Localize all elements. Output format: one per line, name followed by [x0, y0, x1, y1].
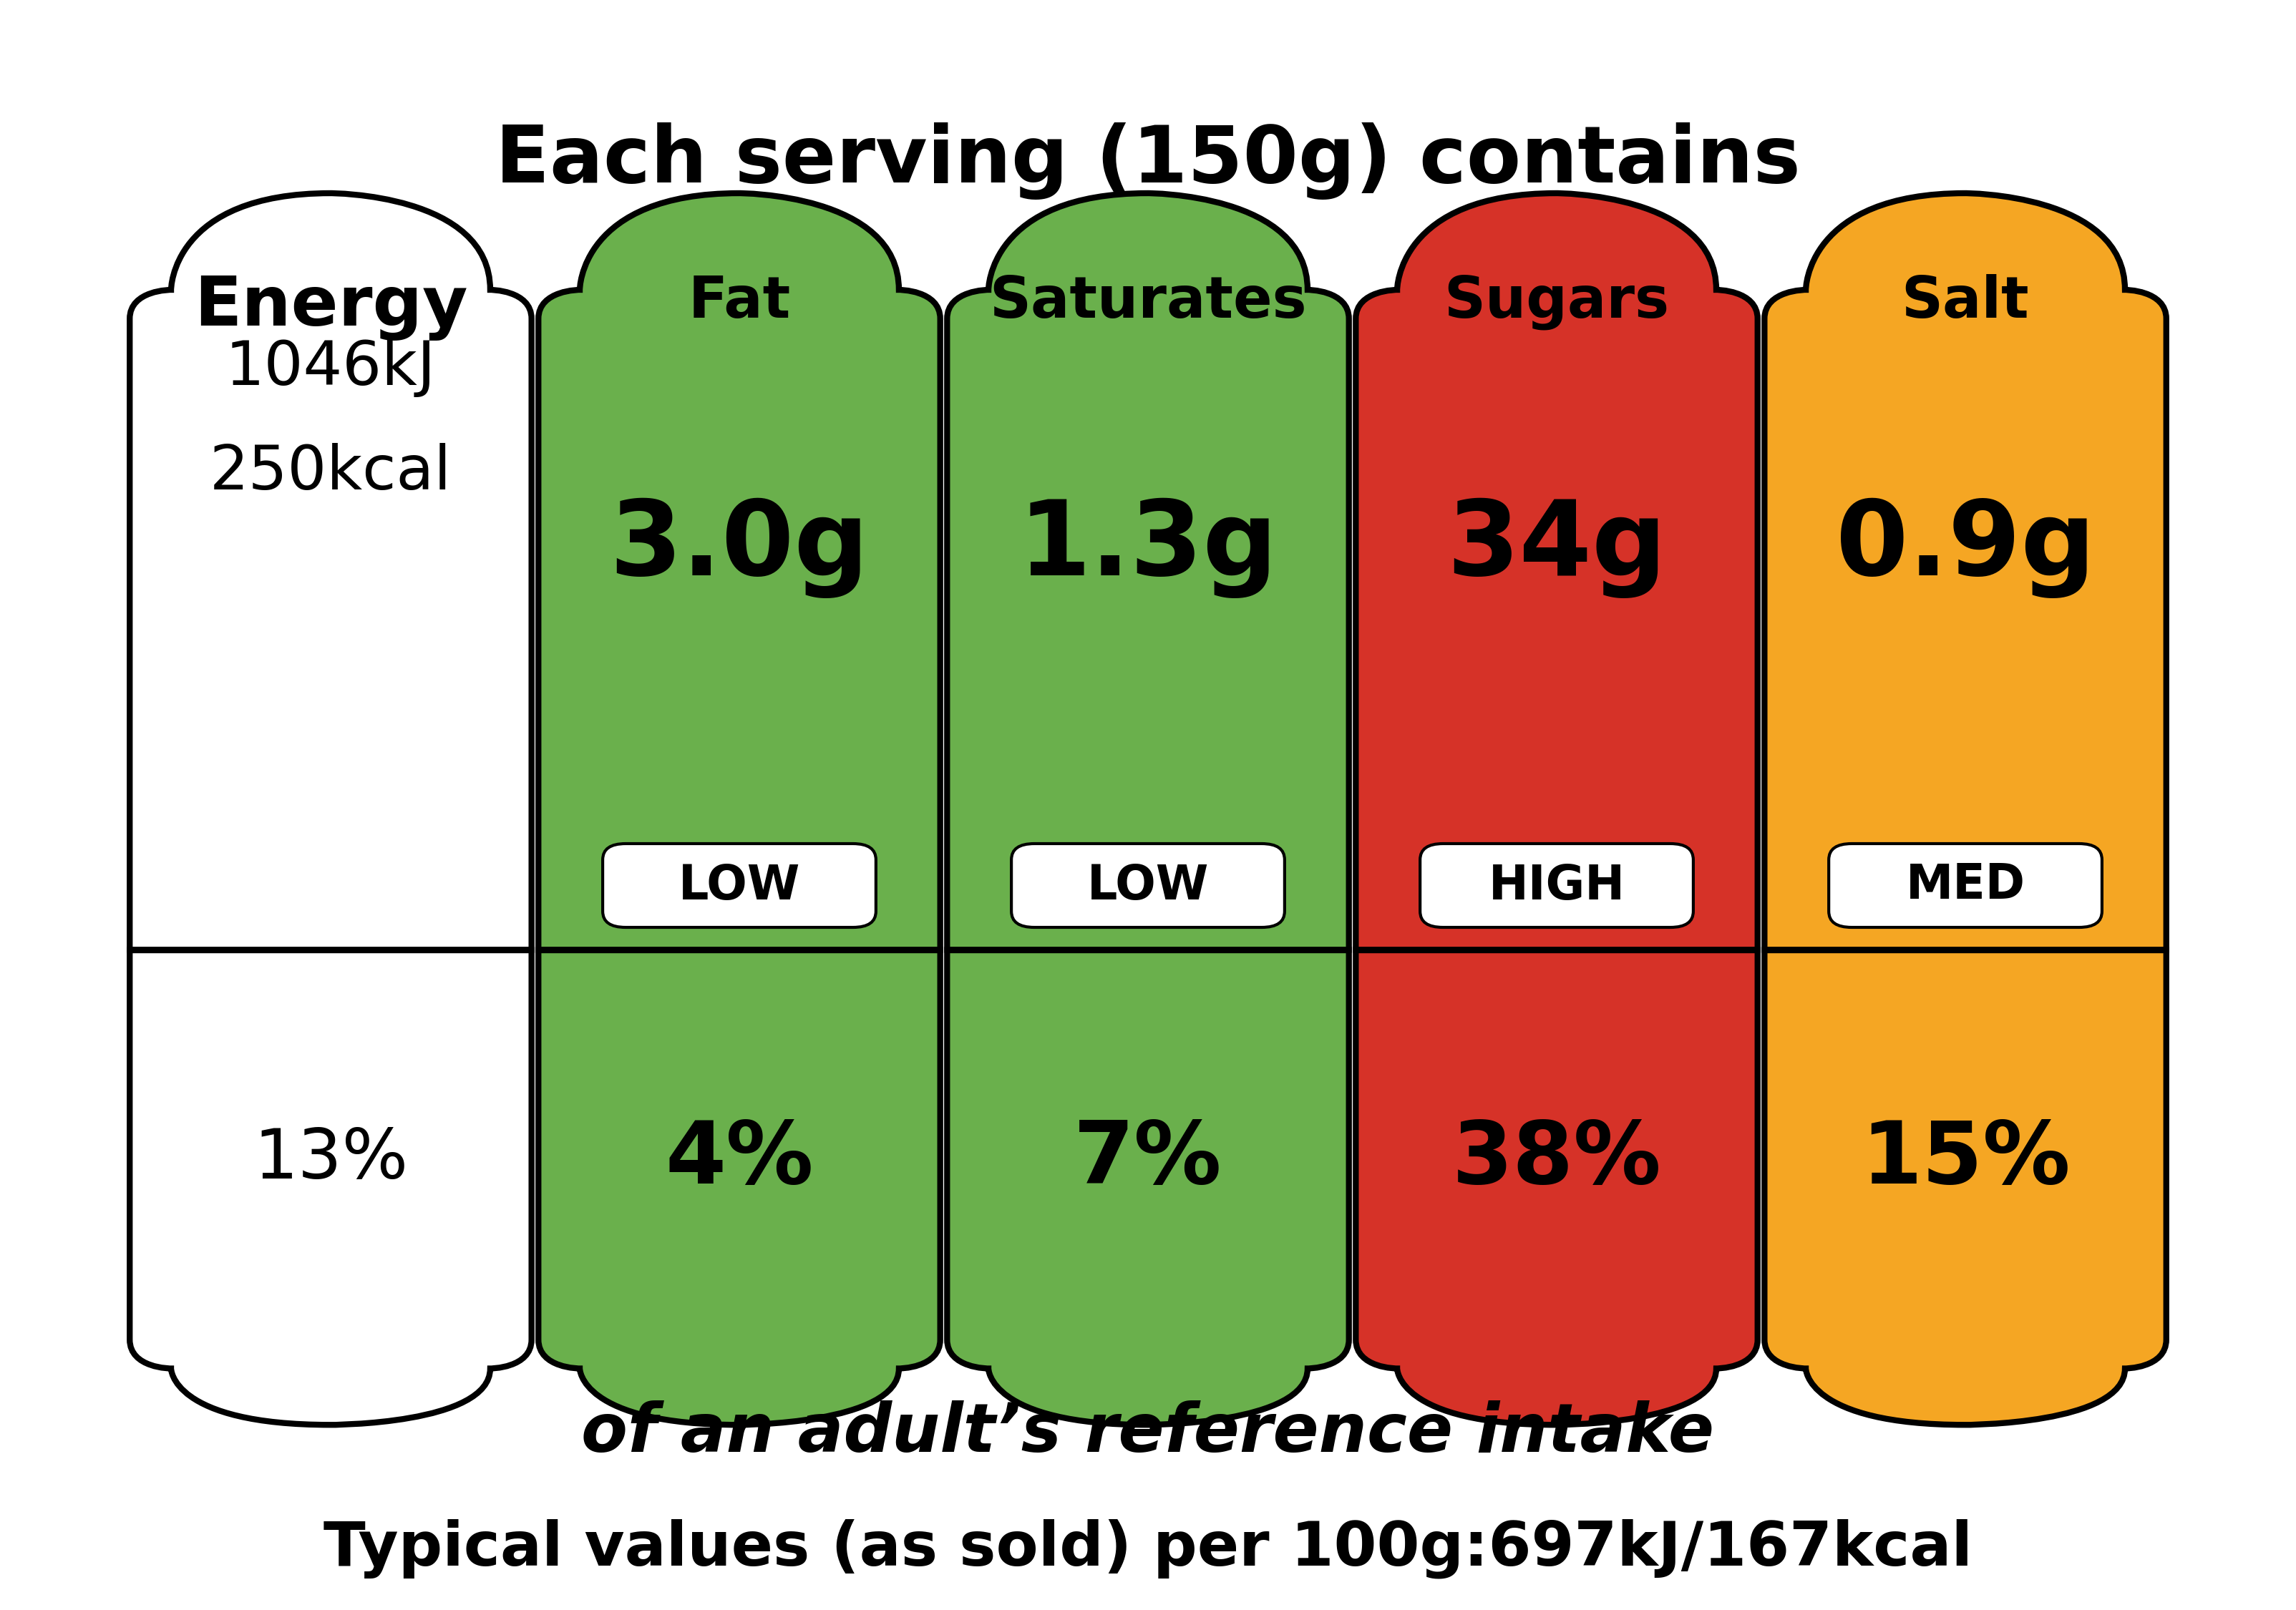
Text: 34g: 34g	[1446, 497, 1667, 597]
Text: Saturates: Saturates	[990, 274, 1306, 330]
Text: 4%: 4%	[666, 1117, 813, 1201]
Text: MED: MED	[1906, 861, 2025, 910]
Text: Each serving (150g) contains: Each serving (150g) contains	[496, 122, 1800, 200]
Text: 38%: 38%	[1451, 1117, 1662, 1201]
FancyBboxPatch shape	[1419, 844, 1694, 927]
Text: Fat: Fat	[689, 274, 790, 330]
Text: Typical values (as sold) per 100g:697kJ/167kcal: Typical values (as sold) per 100g:697kJ/…	[324, 1518, 1972, 1579]
PathPatch shape	[946, 950, 1350, 1425]
FancyBboxPatch shape	[1830, 844, 2103, 927]
Text: 15%: 15%	[1860, 1117, 2071, 1201]
PathPatch shape	[131, 193, 533, 950]
Text: 7%: 7%	[1075, 1117, 1221, 1201]
Text: 13%: 13%	[253, 1125, 409, 1193]
PathPatch shape	[1763, 193, 2167, 950]
Text: LOW: LOW	[677, 861, 801, 910]
FancyBboxPatch shape	[1010, 844, 1286, 927]
PathPatch shape	[1355, 193, 1759, 950]
Text: 250kcal: 250kcal	[209, 443, 452, 502]
PathPatch shape	[946, 193, 1350, 950]
Text: HIGH: HIGH	[1488, 861, 1626, 910]
Text: LOW: LOW	[1086, 861, 1210, 910]
PathPatch shape	[540, 193, 941, 950]
Text: Sugars: Sugars	[1444, 274, 1669, 330]
PathPatch shape	[1355, 950, 1759, 1425]
PathPatch shape	[540, 950, 941, 1425]
Text: Energy: Energy	[193, 274, 468, 340]
Text: 1046kJ: 1046kJ	[225, 338, 436, 398]
PathPatch shape	[131, 950, 533, 1425]
Text: of an adult’s reference intake: of an adult’s reference intake	[581, 1401, 1715, 1465]
Text: Salt: Salt	[1901, 274, 2030, 330]
PathPatch shape	[1763, 950, 2167, 1425]
Text: 1.3g: 1.3g	[1017, 497, 1279, 597]
FancyBboxPatch shape	[602, 844, 877, 927]
Text: 0.9g: 0.9g	[1835, 497, 2096, 597]
Text: 3.0g: 3.0g	[608, 497, 870, 597]
